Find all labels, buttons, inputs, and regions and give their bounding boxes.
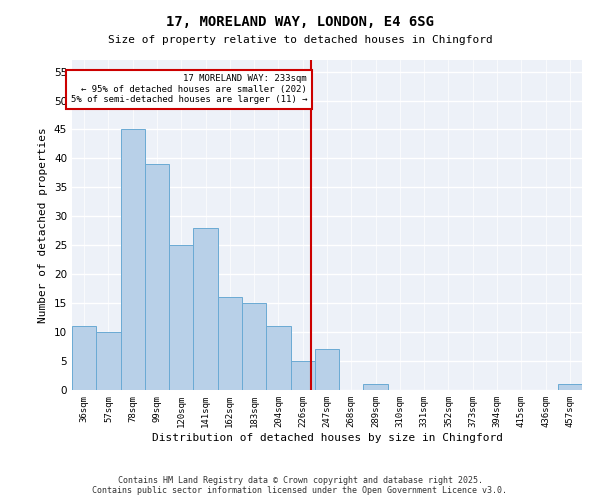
Text: Contains HM Land Registry data © Crown copyright and database right 2025.
Contai: Contains HM Land Registry data © Crown c… <box>92 476 508 495</box>
Text: Size of property relative to detached houses in Chingford: Size of property relative to detached ho… <box>107 35 493 45</box>
Bar <box>121 130 145 390</box>
Y-axis label: Number of detached properties: Number of detached properties <box>38 127 49 323</box>
Bar <box>72 326 96 390</box>
Bar <box>266 326 290 390</box>
X-axis label: Distribution of detached houses by size in Chingford: Distribution of detached houses by size … <box>151 432 503 442</box>
Text: 17, MORELAND WAY, LONDON, E4 6SG: 17, MORELAND WAY, LONDON, E4 6SG <box>166 15 434 29</box>
Bar <box>169 246 193 390</box>
Bar <box>558 384 582 390</box>
Bar <box>315 350 339 390</box>
Bar <box>96 332 121 390</box>
Bar <box>242 303 266 390</box>
Bar <box>193 228 218 390</box>
Bar <box>364 384 388 390</box>
Text: 17 MORELAND WAY: 233sqm
← 95% of detached houses are smaller (202)
5% of semi-de: 17 MORELAND WAY: 233sqm ← 95% of detache… <box>71 74 307 104</box>
Bar <box>218 298 242 390</box>
Bar <box>290 361 315 390</box>
Bar <box>145 164 169 390</box>
